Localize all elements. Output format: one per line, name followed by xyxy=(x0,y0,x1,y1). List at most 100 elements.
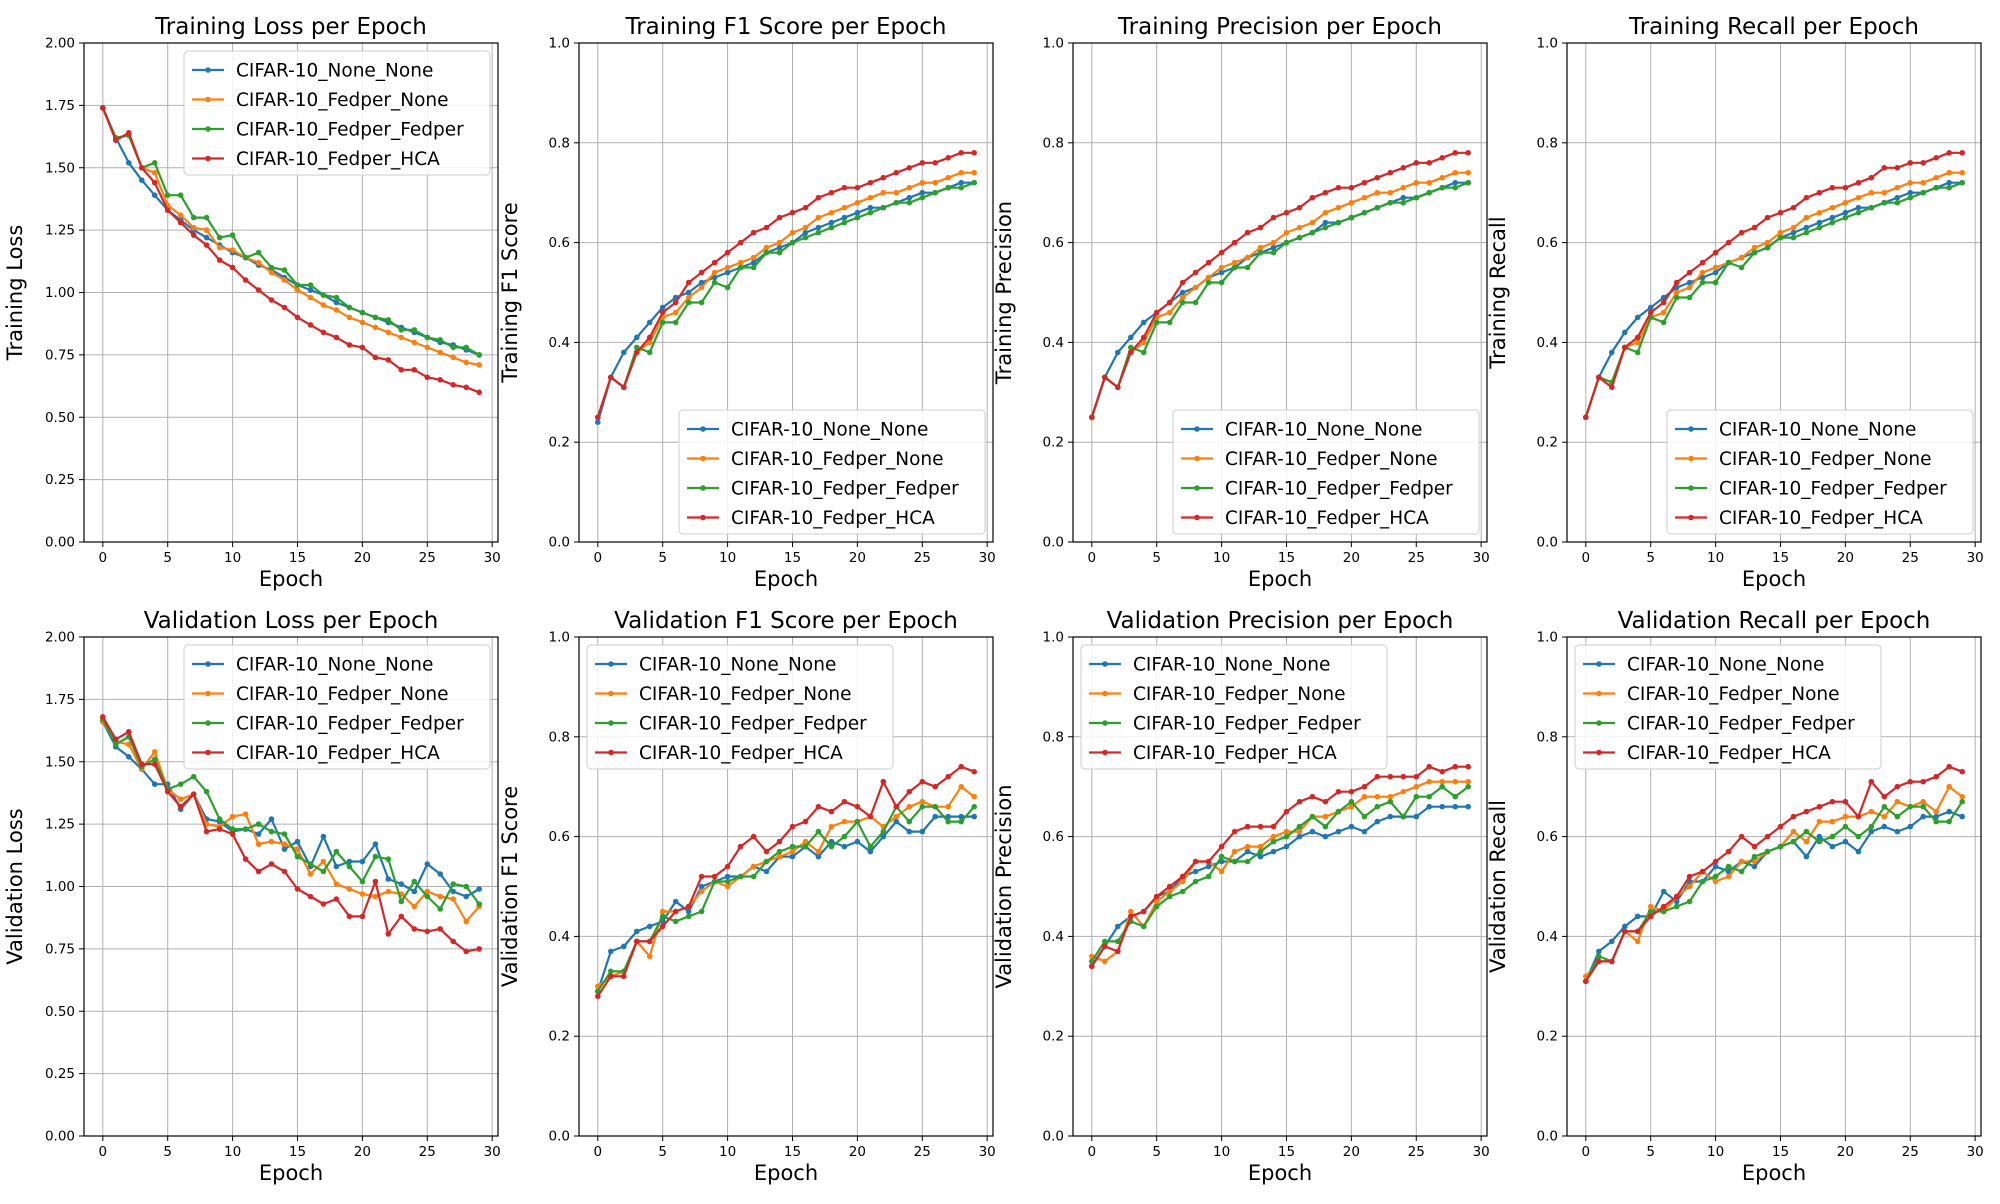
data-point xyxy=(1153,893,1160,900)
data-point xyxy=(1881,803,1888,810)
data-point xyxy=(1712,279,1719,286)
data-point xyxy=(139,177,145,183)
data-point xyxy=(333,334,340,341)
data-point xyxy=(711,274,718,281)
legend-label: CIFAR-10_None_None xyxy=(1627,655,1824,676)
data-point xyxy=(802,229,809,236)
x-tick-label: 0 xyxy=(1088,1144,1097,1160)
data-point xyxy=(1946,184,1952,191)
data-point xyxy=(151,761,158,767)
data-point xyxy=(1868,189,1875,196)
chart-title: Validation Recall per Epoch xyxy=(1618,608,1931,634)
data-point xyxy=(151,749,158,755)
data-point xyxy=(1257,249,1264,256)
data-point xyxy=(1296,828,1303,835)
data-point xyxy=(1452,179,1458,186)
chart-title: Training Recall per Epoch xyxy=(1628,14,1919,40)
y-tick-label: 0.2 xyxy=(1043,1029,1064,1045)
data-point xyxy=(242,826,249,832)
data-point xyxy=(1894,184,1901,191)
y-tick-label: 1.00 xyxy=(45,285,75,301)
data-point xyxy=(1920,189,1926,196)
data-point xyxy=(1231,828,1238,835)
legend-box xyxy=(678,409,986,535)
y-tick-label: 1.0 xyxy=(1537,36,1558,52)
data-point xyxy=(711,878,718,885)
data-point xyxy=(346,342,353,348)
data-point xyxy=(971,179,977,186)
data-point xyxy=(815,803,822,810)
data-point xyxy=(1231,264,1238,271)
data-point xyxy=(1387,199,1394,206)
data-point xyxy=(126,754,132,760)
x-tick-label: 20 xyxy=(1343,550,1360,566)
x-tick-label: 15 xyxy=(289,550,306,566)
data-point xyxy=(1115,923,1121,930)
data-point xyxy=(698,873,705,880)
data-point xyxy=(320,833,327,840)
data-point xyxy=(1920,798,1926,805)
data-point xyxy=(867,843,874,850)
legend-label: CIFAR-10_Fedper_None xyxy=(1719,449,1932,470)
data-point xyxy=(1400,199,1407,206)
legend-box xyxy=(183,644,491,770)
data-point xyxy=(1777,209,1784,216)
data-point xyxy=(1140,923,1147,930)
data-point xyxy=(1179,299,1186,306)
data-point xyxy=(1374,174,1381,181)
legend-label: CIFAR-10_None_None xyxy=(1133,655,1330,676)
data-point xyxy=(1699,279,1706,286)
legend-swatch-marker xyxy=(1688,455,1694,462)
data-point xyxy=(1634,334,1641,341)
data-point xyxy=(1803,229,1810,236)
data-point xyxy=(634,344,640,351)
data-point xyxy=(854,818,861,825)
data-point xyxy=(763,244,770,251)
data-point xyxy=(1933,818,1939,825)
data-point xyxy=(1803,214,1810,221)
series-line-0 xyxy=(596,181,975,423)
data-point xyxy=(1686,873,1693,880)
data-point xyxy=(841,833,848,840)
data-point xyxy=(750,229,757,236)
x-tick-label: 15 xyxy=(784,1144,801,1160)
data-point xyxy=(1205,259,1212,266)
data-point xyxy=(424,861,431,867)
legend-label: CIFAR-10_Fedper_Fedper xyxy=(1719,479,1947,500)
data-point xyxy=(621,943,627,950)
data-point xyxy=(1309,828,1316,835)
data-point xyxy=(1712,269,1719,276)
data-point xyxy=(1855,194,1862,201)
legend-label: CIFAR-10_None_None xyxy=(236,655,433,676)
legend-label: CIFAR-10_Fedper_HCA xyxy=(1133,743,1337,764)
x-tick-label: 0 xyxy=(1088,550,1097,566)
data-point xyxy=(724,878,731,885)
data-point xyxy=(1816,818,1823,825)
data-point xyxy=(1322,823,1329,830)
data-point xyxy=(1166,319,1173,326)
data-point xyxy=(255,287,262,293)
data-point xyxy=(359,891,366,897)
data-point xyxy=(113,741,119,748)
data-point xyxy=(1660,903,1667,910)
legend-swatch-marker xyxy=(1596,661,1602,667)
data-point xyxy=(724,269,731,276)
data-point xyxy=(1257,823,1264,830)
data-point xyxy=(737,264,744,271)
data-point xyxy=(1725,259,1732,266)
data-point xyxy=(1622,344,1628,351)
data-point xyxy=(932,813,938,820)
data-point xyxy=(1192,868,1199,875)
data-point xyxy=(307,282,314,288)
data-point xyxy=(1361,793,1368,800)
data-point xyxy=(476,362,483,368)
y-tick-label: 0.25 xyxy=(45,472,75,488)
data-point xyxy=(945,174,951,181)
data-point xyxy=(242,856,249,862)
data-point xyxy=(1348,803,1355,810)
data-point xyxy=(958,783,964,790)
legend-label: CIFAR-10_Fedper_HCA xyxy=(639,743,843,764)
data-point xyxy=(1413,783,1420,790)
data-point xyxy=(450,344,457,351)
